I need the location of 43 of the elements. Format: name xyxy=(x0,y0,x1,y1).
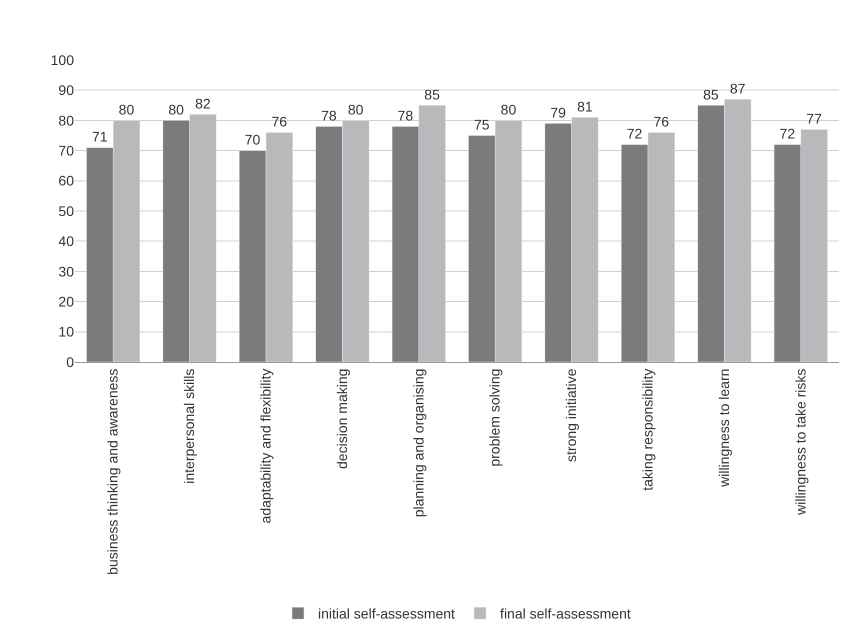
data-label: 85 xyxy=(703,86,719,102)
x-tick-label: planning and organising xyxy=(410,368,426,518)
data-label: 85 xyxy=(424,86,440,102)
x-tick-label: taking responsibility xyxy=(640,368,656,491)
data-label: 75 xyxy=(474,116,490,132)
x-tick-label: problem solving xyxy=(486,368,503,467)
data-label: 80 xyxy=(500,101,516,118)
y-tick-label: 10 xyxy=(58,324,74,340)
data-label: 72 xyxy=(626,126,643,142)
x-tick-label: willingness to take risks xyxy=(792,368,808,516)
y-tick-label: 90 xyxy=(58,82,74,98)
data-label: 80 xyxy=(118,101,134,118)
y-tick-label: 50 xyxy=(58,202,74,219)
y-tick-label: 30 xyxy=(58,263,74,280)
y-tick-label: 100 xyxy=(50,52,74,68)
y-tick-label: 40 xyxy=(58,233,74,250)
x-tick-label: business thinking and awareness xyxy=(104,368,121,575)
data-label: 81 xyxy=(577,98,593,114)
data-label: 78 xyxy=(398,107,414,124)
y-tick-label: 0 xyxy=(66,354,74,370)
x-tick-label: strong initiative xyxy=(563,368,580,462)
x-tick-label: willingness to learn xyxy=(716,368,732,488)
data-label: 87 xyxy=(730,80,746,96)
data-label: 71 xyxy=(92,128,108,145)
data-label: 76 xyxy=(271,113,288,130)
data-label: 76 xyxy=(653,113,670,130)
data-label: 78 xyxy=(321,107,337,124)
data-label: 79 xyxy=(550,104,566,120)
legend-label: initial self-assessment xyxy=(318,606,456,622)
data-label: 80 xyxy=(168,101,184,118)
data-label: 82 xyxy=(195,95,211,112)
x-tick-label: adaptability and flexibility xyxy=(258,368,274,524)
x-tick-label: interpersonal skills xyxy=(181,368,198,484)
x-tick-label: decision making xyxy=(334,368,350,469)
data-label: 70 xyxy=(244,132,261,148)
legend-label: final self-assessment xyxy=(500,606,631,622)
y-tick-label: 60 xyxy=(58,172,74,189)
y-tick-label: 20 xyxy=(58,294,74,310)
data-label: 77 xyxy=(806,110,822,126)
data-label: 72 xyxy=(780,126,796,142)
y-tick-label: 80 xyxy=(58,112,74,128)
data-label: 80 xyxy=(348,101,364,118)
y-tick-label: 70 xyxy=(58,142,74,158)
